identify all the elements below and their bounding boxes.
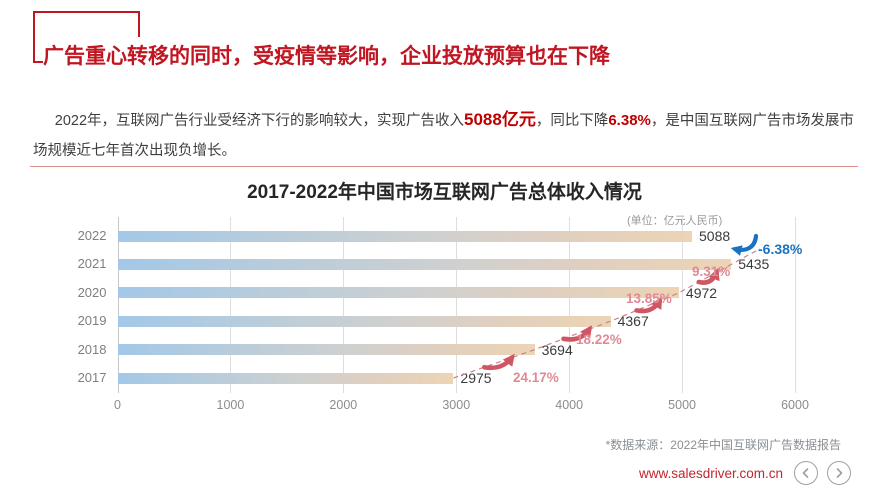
- x-tick-label: 5000: [668, 398, 696, 412]
- decline-arrow-icon: [730, 233, 759, 256]
- growth-label: 24.17%: [513, 370, 559, 385]
- chart-unit-note: (单位：亿元人民币): [627, 215, 723, 227]
- decline-highlight: 6.38%: [608, 111, 651, 129]
- gridline: [569, 217, 571, 393]
- x-tick-label: 2000: [329, 398, 358, 412]
- bar-2020: [117, 287, 679, 299]
- intro-text-1: 2022年，互联网广告行业受经济下行的影响较大，实现广告收入: [54, 112, 465, 129]
- data-source-note: *数据来源：2022年中国互联网广告数据报告: [605, 438, 841, 452]
- intro-text-3: ，是中国互联网广告市场发展市场规模近七年首次出现负增长。: [33, 112, 854, 159]
- intro-paragraph: 2022年，互联网广告行业受经济下行的影响较大，实现广告收入5088亿元，同比下…: [33, 105, 859, 166]
- decline-label: -6.38%: [758, 241, 803, 257]
- x-tick-label: 3000: [442, 398, 471, 412]
- bar-value-label: 2975: [460, 370, 492, 386]
- page-title: 广告重心转移的同时，受疫情等影响，企业投放预算也在下降: [43, 37, 620, 74]
- x-tick-label: 4000: [555, 398, 584, 412]
- growth-label: 18.22%: [576, 332, 622, 347]
- gridline: [795, 217, 796, 393]
- growth-arrow-icon: [634, 296, 663, 314]
- website-link[interactable]: www.salesdriver.com.cn: [638, 466, 783, 481]
- y-axis-label: 2019: [77, 313, 107, 329]
- chevron-right-icon: [832, 466, 846, 480]
- y-axis-label: 2018: [77, 341, 107, 357]
- chart-title: 2017-2022年中国市场互联网广告总体收入情况: [247, 182, 642, 203]
- revenue-highlight: 5088亿元: [464, 109, 536, 129]
- gridline: [456, 217, 458, 393]
- x-tick-label: 0: [114, 398, 121, 412]
- y-axis-label: 2021: [77, 256, 107, 272]
- gridline: [343, 217, 345, 393]
- gridline: [230, 217, 232, 393]
- bar-2021: [117, 258, 732, 270]
- bar-value-label: 5088: [699, 228, 731, 244]
- bar-2017: [117, 372, 454, 384]
- y-axis-label: 2022: [77, 228, 107, 243]
- x-tick-label: 1000: [216, 398, 245, 412]
- y-axis-label: 2017: [77, 370, 107, 385]
- chevron-left-icon: [799, 466, 813, 480]
- bar-2018: [117, 344, 535, 356]
- intro-text-2: ，同比下降: [535, 112, 609, 129]
- bar-value-label: 3694: [541, 341, 573, 358]
- gridline: [682, 217, 684, 393]
- next-button[interactable]: [827, 461, 851, 485]
- prev-button[interactable]: [794, 461, 818, 485]
- bar-value-label: 4972: [685, 284, 718, 301]
- x-tick-label: 6000: [781, 398, 809, 412]
- growth-arrow-icon: [696, 267, 720, 285]
- growth-arrow-icon: [561, 325, 593, 342]
- bar-2019: [117, 315, 611, 327]
- y-axis-label: 2020: [77, 284, 107, 300]
- growth-arrow-icon: [481, 353, 515, 371]
- bar-2022: [117, 230, 693, 242]
- gridline: [117, 217, 119, 393]
- bar-value-label: 4367: [617, 313, 649, 330]
- section-divider: [30, 166, 858, 167]
- bar-value-label: 5435: [738, 256, 770, 273]
